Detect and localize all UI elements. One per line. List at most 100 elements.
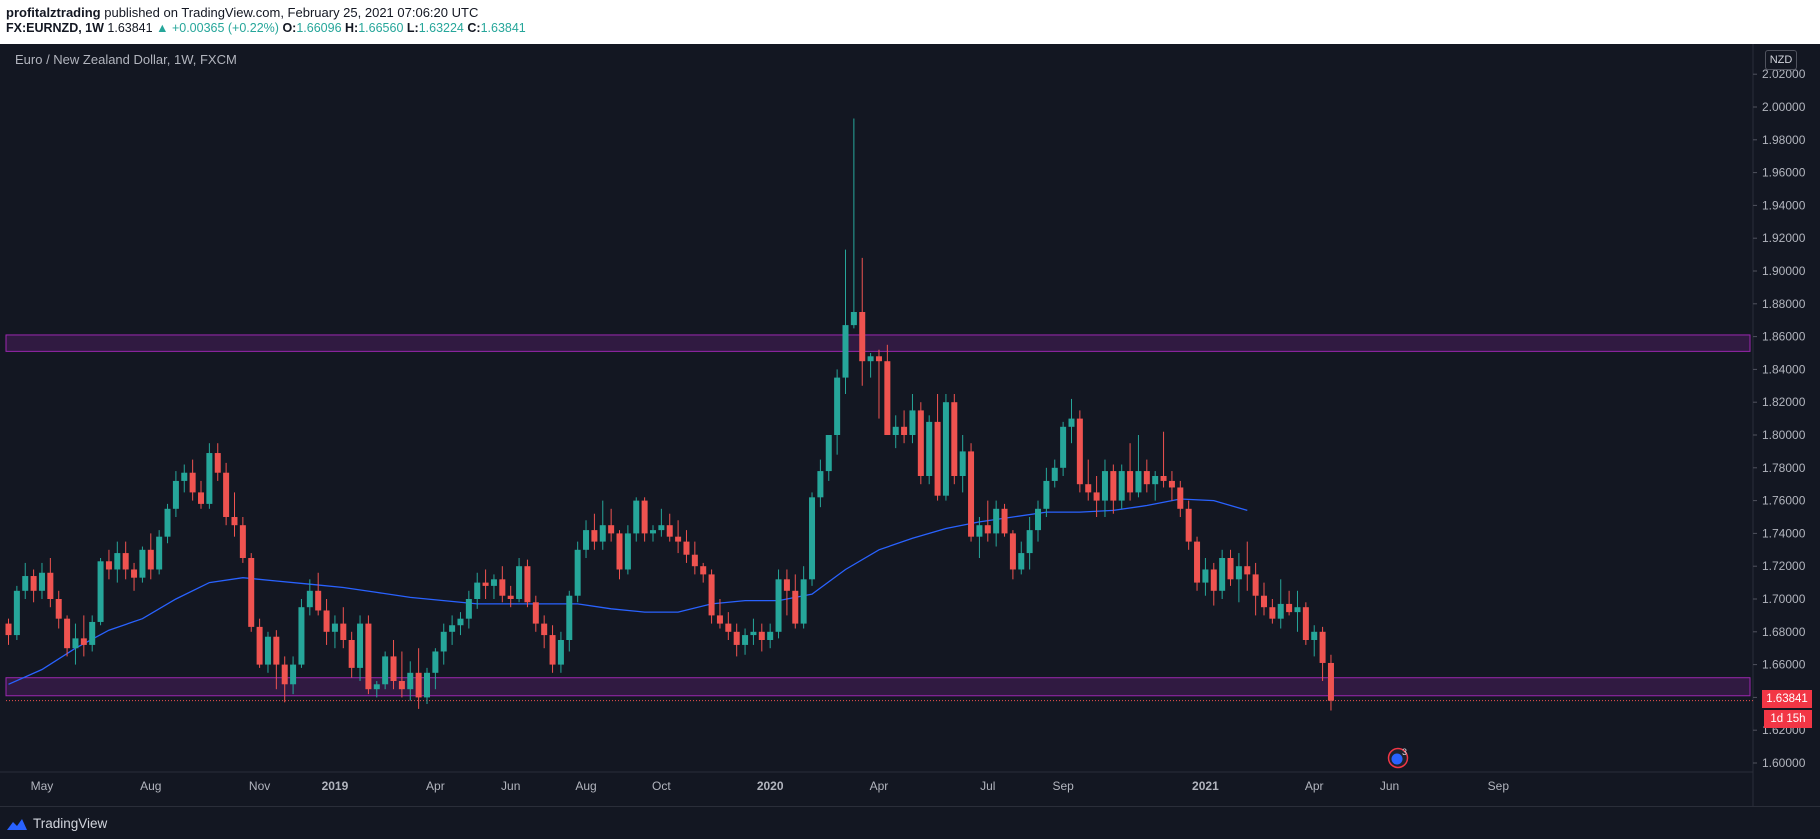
candle-body [959, 451, 966, 476]
candle-body [72, 638, 79, 649]
price-tick-label: 1.70000 [1762, 592, 1806, 606]
candle-body [490, 579, 497, 586]
tradingview-brand[interactable]: TradingView [33, 816, 108, 831]
candle-body [859, 312, 866, 362]
candle-body [89, 621, 96, 645]
candle-body [298, 607, 305, 665]
candle-body [424, 672, 430, 698]
change-arrow-icon: ▲ [156, 21, 169, 35]
candle-body [390, 656, 397, 681]
price-tick-label: 1.86000 [1762, 330, 1806, 344]
candle-body [800, 579, 807, 624]
support-resistance-zone-1 [5, 334, 1751, 352]
candle-body [524, 566, 531, 603]
high-value: 1.66560 [358, 21, 404, 35]
candle-body [507, 595, 514, 599]
candle-body [139, 549, 146, 578]
candle-body [407, 672, 414, 690]
candle-body [1269, 607, 1276, 619]
candle-body [549, 635, 556, 665]
candle-body [1261, 595, 1267, 608]
candle-body [382, 656, 389, 685]
candle-body [147, 549, 154, 570]
candle-body [331, 623, 338, 632]
time-tick-label: Sep [1052, 779, 1074, 793]
candle-body [223, 472, 230, 517]
candle-body [1093, 492, 1100, 501]
candle-body [30, 576, 37, 591]
candle-body [1302, 607, 1309, 640]
price-tick-label: 1.68000 [1762, 625, 1806, 639]
candle-body [398, 681, 405, 690]
price-tick-label: 2.02000 [1762, 67, 1806, 81]
author-name[interactable]: profitalztrading [6, 5, 101, 20]
price-tick-label: 1.76000 [1762, 494, 1806, 508]
footer-bar: TradingView [0, 806, 1820, 839]
candle-body [80, 638, 87, 645]
candle-body [340, 623, 347, 640]
candle-body [1001, 508, 1008, 534]
candle-body [55, 599, 62, 619]
time-tick-label: Oct [652, 779, 671, 793]
tradingview-logo-icon[interactable] [6, 817, 28, 831]
candle-body [198, 492, 205, 504]
price-tick-label: 1.94000 [1762, 198, 1806, 212]
candle-body [357, 623, 364, 668]
candle-body [1327, 662, 1334, 701]
candle-body [574, 549, 581, 596]
symbol-label: FX:EURNZD, 1W [6, 21, 104, 35]
chart-frame[interactable]: 1.600001.620001.640001.660001.680001.700… [0, 44, 1820, 806]
candle-body [892, 426, 899, 435]
candle-body [541, 623, 548, 636]
candle-body [365, 623, 372, 690]
candle-body [273, 636, 280, 665]
candle-body [917, 410, 924, 476]
candle-body [22, 576, 29, 591]
price-tick-label: 1.88000 [1762, 297, 1806, 311]
change-value: +0.00365 (+0.22%) [171, 21, 279, 35]
bar-countdown-tag: 1d 15h [1764, 710, 1812, 728]
candle-body [1018, 553, 1025, 570]
candle-body [1219, 558, 1226, 591]
candle-body [909, 410, 916, 435]
candle-body [1110, 471, 1117, 501]
candle-body [691, 554, 698, 567]
candle-body [1127, 471, 1134, 493]
candle-body [809, 497, 816, 580]
candle-body [105, 561, 112, 570]
candle-body [767, 631, 774, 640]
low-label: L: [406, 21, 419, 35]
price-tick-label: 1.90000 [1762, 264, 1806, 278]
publish-header: profitalztrading published on TradingVie… [0, 0, 1820, 44]
candle-body [457, 618, 464, 626]
candle-body [1143, 471, 1150, 485]
candle-body [758, 631, 765, 640]
support-resistance-zone-2 [5, 677, 1751, 697]
time-tick-label: Apr [426, 779, 445, 793]
candle-body [1060, 426, 1067, 468]
candle-body [516, 566, 523, 599]
candle-body [214, 453, 221, 473]
candle-body [700, 566, 707, 575]
price-tick-label: 1.74000 [1762, 526, 1806, 540]
candle-body [608, 525, 615, 534]
price-tick-label: 1.98000 [1762, 133, 1806, 147]
time-tick-label: Nov [249, 779, 270, 793]
candle-body [248, 558, 255, 627]
candle-body [675, 536, 682, 542]
candle-body [1051, 467, 1058, 481]
price-tick-label: 2.00000 [1762, 100, 1806, 114]
price-tick-label: 1.78000 [1762, 461, 1806, 475]
price-chart[interactable]: 1.600001.620001.640001.660001.680001.700… [0, 44, 1820, 806]
candle-body [783, 579, 790, 591]
candle-body [901, 426, 908, 435]
price-tick-label: 1.66000 [1762, 658, 1806, 672]
currency-badge[interactable]: NZD [1765, 50, 1797, 70]
price-tick-label: 1.84000 [1762, 362, 1806, 376]
news-event-icon[interactable]: 3 [1387, 747, 1409, 769]
candle-body [1202, 569, 1209, 583]
candle-body [449, 625, 456, 632]
candle-body [867, 356, 874, 362]
last-price-tag: 1.63841 [1762, 690, 1812, 708]
series-legend-title[interactable]: Euro / New Zealand Dollar, 1W, FXCM [15, 52, 237, 67]
